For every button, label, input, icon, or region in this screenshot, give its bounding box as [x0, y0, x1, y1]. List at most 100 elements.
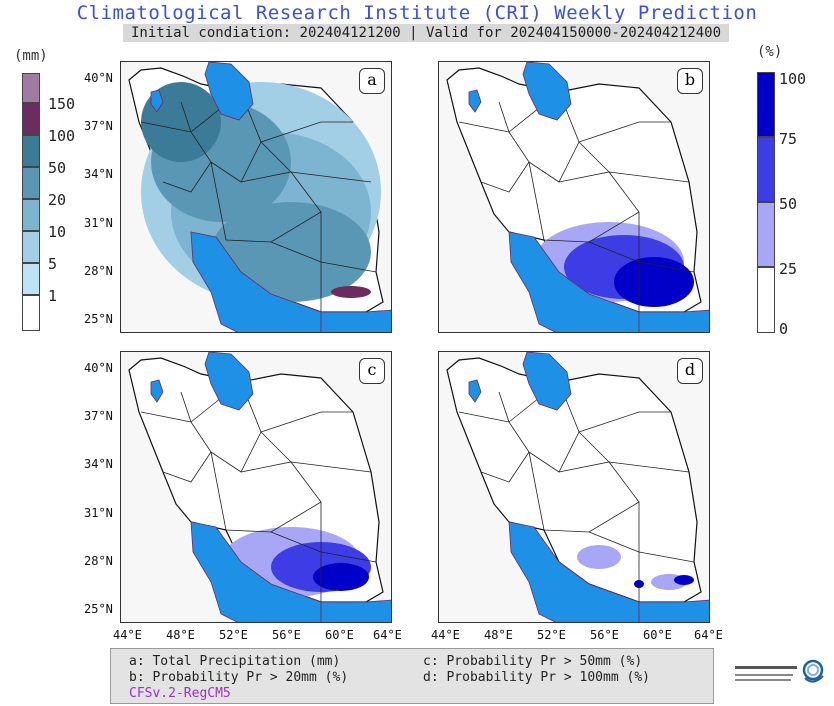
province-border	[498, 101, 510, 133]
right-colorbar-unit: (%)	[757, 44, 783, 60]
model-name: CFSv.2-RegCM5	[129, 686, 231, 701]
pcbar-swatch-1	[757, 267, 775, 333]
province-border	[210, 161, 227, 241]
province-border	[180, 391, 192, 423]
gulf-of-oman	[638, 599, 709, 622]
lat-tick: 40°N	[84, 361, 113, 375]
province-border	[578, 411, 671, 433]
lat-tick: 40°N	[84, 71, 113, 85]
lat-tick: 25°N	[84, 602, 113, 616]
province-border	[260, 141, 292, 173]
cbar-label-150: 150	[48, 95, 76, 113]
lon-tick: 44°E	[431, 628, 460, 642]
lon-tick: 48°E	[166, 628, 195, 642]
panel-label-a: a	[359, 68, 385, 94]
precip-contour-2	[313, 563, 369, 591]
caspian-sea	[204, 352, 254, 411]
gulf-of-oman	[320, 309, 391, 332]
map-svg-a	[128, 62, 391, 332]
cbar-label-20: 20	[48, 191, 67, 209]
precip-contour-3	[211, 202, 371, 302]
lon-tick: 52°E	[537, 628, 566, 642]
cbar-swatch-5	[22, 167, 40, 199]
cbar-swatch-8	[22, 73, 40, 103]
legend-d: d: Probability Pr > 100mm (%)	[423, 670, 650, 685]
precip-colorbar: 150 100 50 20 10 5 1	[22, 73, 102, 333]
panel-label-c: c	[359, 358, 385, 384]
precip-contour-2	[614, 257, 694, 307]
panel-label-d: d	[677, 358, 703, 384]
lat-tick: 37°N	[84, 409, 113, 423]
pcbar-swatch-4	[757, 72, 775, 137]
lat-tick: 31°N	[84, 506, 113, 520]
map-svg-d	[446, 352, 709, 622]
map-panel-a: a	[120, 61, 392, 333]
pcbar-label-25: 25	[779, 260, 798, 278]
precip-contour-5	[331, 286, 371, 298]
province-border	[260, 431, 292, 463]
map-panel-c: c	[120, 351, 392, 623]
caspian-sea	[522, 352, 572, 411]
lake-urmia	[150, 379, 164, 403]
cbar-label-100: 100	[48, 127, 76, 145]
lat-tick: 37°N	[84, 119, 113, 133]
persian-gulf	[508, 521, 640, 622]
province-border	[260, 121, 353, 143]
province-border	[260, 411, 353, 433]
pcbar-label-50: 50	[779, 195, 798, 213]
province-border	[498, 391, 510, 423]
left-colorbar-unit: (mm)	[14, 48, 48, 64]
map-panel-b: b	[438, 61, 710, 333]
province-border	[528, 161, 545, 241]
lon-tick: 64°E	[694, 628, 723, 642]
caspian-sea	[204, 62, 254, 121]
validity-subtitle: Initial condiation: 202404121200 | Valid…	[123, 24, 729, 42]
logo-graphic	[735, 659, 824, 683]
panel-label-b: b	[677, 68, 703, 94]
pcbar-label-0: 0	[779, 320, 789, 338]
lon-tick: 64°E	[373, 628, 402, 642]
cbar-swatch-4	[22, 199, 40, 231]
lat-tick: 31°N	[84, 216, 113, 230]
province-border	[210, 451, 227, 531]
cbar-swatch-2	[22, 263, 40, 295]
lon-tick: 56°E	[590, 628, 619, 642]
lon-tick: 60°E	[325, 628, 354, 642]
lon-tick: 60°E	[643, 628, 672, 642]
institute-logo	[733, 656, 829, 696]
pcbar-label-75: 75	[779, 130, 798, 148]
caspian-sea	[522, 62, 572, 121]
province-border	[290, 171, 372, 183]
province-border	[528, 451, 545, 531]
province-border	[578, 431, 610, 463]
precip-contour-2	[674, 575, 694, 585]
lat-tick: 25°N	[84, 312, 113, 326]
persian-gulf	[190, 231, 322, 332]
province-border	[608, 461, 690, 473]
lon-tick: 44°E	[113, 628, 142, 642]
map-svg-b	[446, 62, 709, 332]
probability-colorbar: 100 75 50 25 0	[757, 70, 833, 338]
cbar-swatch-1	[22, 295, 40, 331]
pcbar-swatch-2	[757, 202, 775, 267]
lake-urmia	[150, 89, 164, 113]
lat-tick: 34°N	[84, 167, 113, 181]
cbar-label-1: 1	[48, 287, 58, 305]
legend-c: c: Probability Pr > 50mm (%)	[423, 654, 643, 669]
cbar-label-50: 50	[48, 159, 67, 177]
lon-tick: 48°E	[484, 628, 513, 642]
gulf-of-oman	[320, 599, 391, 622]
pcbar-label-100: 100	[779, 70, 807, 88]
persian-gulf	[508, 231, 640, 332]
panel-legend: a: Total Precipitation (mm) b: Probabili…	[110, 648, 714, 704]
province-border	[608, 171, 690, 183]
iran-outline	[446, 357, 702, 603]
page-title: Climatological Research Institute (CRI) …	[76, 2, 758, 24]
lake-urmia	[468, 89, 482, 113]
cbar-label-5: 5	[48, 255, 58, 273]
persian-gulf	[190, 521, 322, 622]
cbar-swatch-3	[22, 231, 40, 263]
map-svg-c	[128, 352, 391, 622]
lat-tick: 28°N	[84, 264, 113, 278]
cbar-swatch-7	[22, 103, 40, 135]
